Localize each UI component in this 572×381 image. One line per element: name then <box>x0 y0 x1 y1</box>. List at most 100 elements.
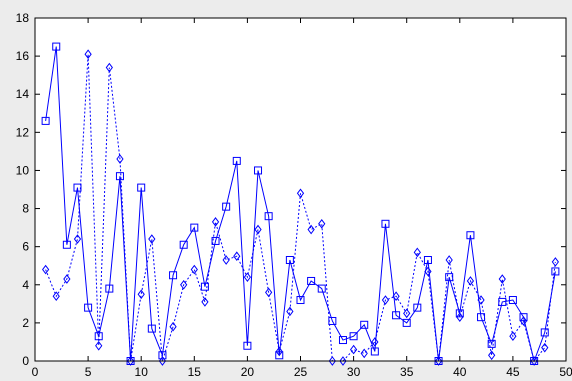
series-2-point <box>137 289 145 300</box>
series-1-point <box>477 313 486 322</box>
series-1-point <box>243 341 252 350</box>
y-tick-label: 12 <box>16 125 30 139</box>
y-tick-label: 0 <box>22 354 29 368</box>
series-2-point <box>498 274 506 284</box>
x-tick-label: 20 <box>241 365 255 379</box>
series-2-point <box>456 312 464 323</box>
series-2-point <box>180 279 188 290</box>
series-2-point <box>222 255 230 265</box>
x-tick-label: 30 <box>347 365 361 379</box>
series-2-point <box>52 291 60 302</box>
series-2-point <box>551 257 560 267</box>
series-1-point <box>466 231 475 240</box>
series-1-point <box>84 303 93 312</box>
series-2-point <box>519 316 528 326</box>
series-1-point <box>423 256 432 265</box>
series-2-point <box>190 264 198 275</box>
x-tick-label: 15 <box>188 365 202 379</box>
series-2-point <box>116 154 124 164</box>
series-1-point <box>285 256 294 265</box>
x-tick-label: 0 <box>32 365 39 379</box>
series-2-point <box>275 346 283 357</box>
series-1-point <box>254 166 263 175</box>
series-2-point <box>424 266 432 277</box>
series-2-point <box>349 344 358 355</box>
series-2-point <box>148 234 156 244</box>
series-2-point <box>445 255 453 265</box>
series-1-point <box>381 219 390 228</box>
series-1-point <box>413 303 422 312</box>
series-2-point <box>105 62 113 73</box>
series-2-point <box>63 274 71 284</box>
y-tick-label: 14 <box>16 87 30 101</box>
series-1-point <box>540 328 549 337</box>
series-2-point <box>73 234 82 244</box>
series-2-point <box>392 291 400 302</box>
series-1-point <box>232 156 241 165</box>
series-1-point <box>41 116 50 125</box>
series-2-line <box>45 54 556 363</box>
series-1-point <box>296 296 305 305</box>
series-2-point <box>509 331 517 342</box>
series-1-point <box>190 223 199 232</box>
series-2-point <box>381 295 390 305</box>
series-1-point <box>264 212 273 221</box>
series-2 <box>41 49 560 366</box>
series-2-point <box>541 342 549 353</box>
series-2-point <box>296 188 305 199</box>
series-2-point <box>360 348 368 359</box>
series-1-point <box>179 240 188 249</box>
series-1-point <box>73 183 82 192</box>
series-2-point <box>158 356 167 366</box>
series-1-point <box>508 296 517 305</box>
series-2-point <box>95 340 103 351</box>
series-2-point <box>41 264 50 275</box>
y-tick-label: 2 <box>22 316 29 330</box>
series-1-point <box>222 202 231 211</box>
series-2-point <box>530 356 538 366</box>
y-tick-label: 10 <box>16 163 30 177</box>
x-tick-label: 5 <box>85 365 92 379</box>
y-tick-label: 16 <box>16 49 30 63</box>
x-tick-label: 50 <box>559 365 572 379</box>
x-tick-label: 40 <box>453 365 467 379</box>
x-axis: 0 5 10 15 20 25 30 35 40 45 50 <box>32 18 572 379</box>
series-1-point <box>52 42 61 51</box>
series-2-point <box>286 306 294 317</box>
series-2-point <box>169 321 177 332</box>
series-2-point <box>413 247 421 258</box>
series-2-point <box>318 218 326 229</box>
y-tick-label: 18 <box>16 11 30 25</box>
series-2-point <box>488 350 496 361</box>
series-2-point <box>371 337 379 347</box>
y-axis: 0 2 4 6 8 10 12 14 16 18 <box>16 11 566 368</box>
series-1-point <box>158 351 167 360</box>
series-2-point <box>477 295 485 305</box>
y-tick-label: 4 <box>22 278 29 292</box>
series-1-point <box>349 332 358 341</box>
series-1-point <box>551 267 560 276</box>
y-tick-label: 8 <box>22 202 29 216</box>
series-2-point <box>403 308 411 319</box>
x-tick-label: 45 <box>506 365 520 379</box>
series-2-point <box>201 297 209 307</box>
series-1-point <box>402 318 411 327</box>
series-2-point <box>233 251 241 262</box>
series-1-point <box>169 271 178 280</box>
series-2-point <box>211 217 220 227</box>
series-1-point <box>137 183 146 192</box>
series-2-point <box>328 356 336 366</box>
x-tick-label: 25 <box>294 365 308 379</box>
series-1-point <box>62 240 71 249</box>
series-2-point <box>466 276 475 286</box>
series-1-point <box>370 347 379 356</box>
y-tick-label: 6 <box>22 240 29 254</box>
series-1-point <box>455 309 464 318</box>
series-1-point <box>307 276 316 285</box>
series-1-point <box>317 284 326 293</box>
series-2-point <box>126 356 135 366</box>
series-1-point <box>392 311 401 320</box>
series-2-point <box>434 356 443 366</box>
